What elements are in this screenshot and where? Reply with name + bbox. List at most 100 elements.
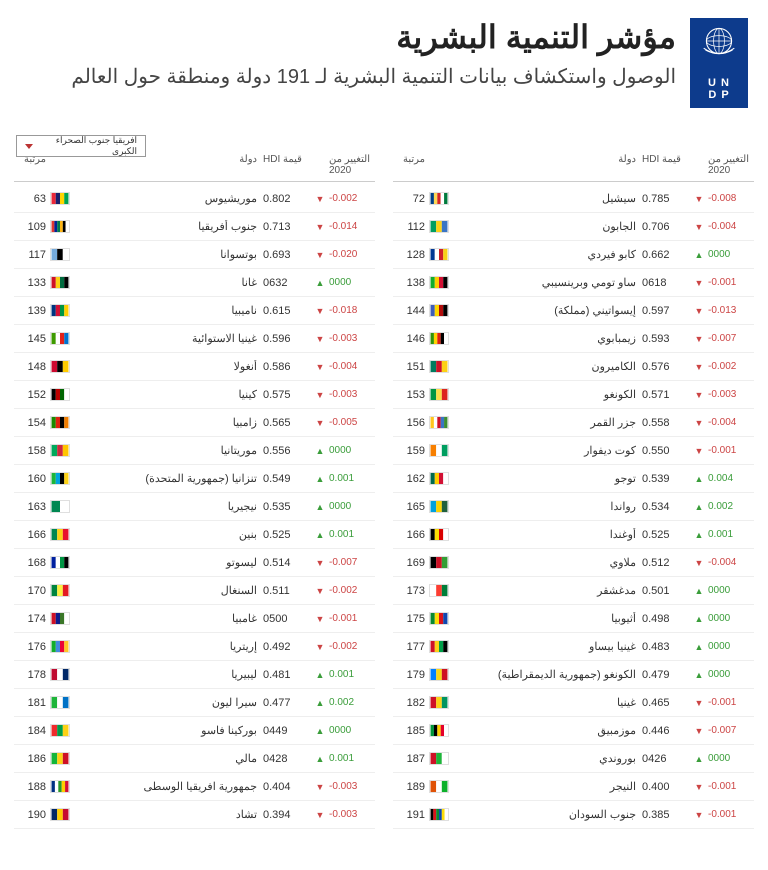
- flag-icon: [46, 192, 74, 205]
- country-name: رواندا: [453, 500, 638, 513]
- table-row[interactable]: 189 النيجر 0.400 ▼ -0.001: [393, 773, 754, 801]
- country-name: غينيا بيساو: [453, 640, 638, 653]
- rank: 177: [393, 641, 425, 653]
- table-row[interactable]: 166 بنين 0.525 ▲ 0.001: [14, 521, 375, 549]
- trend-icon: ▼: [690, 446, 708, 456]
- table-row[interactable]: 181 سيرا ليون 0.477 ▲ 0.002: [14, 689, 375, 717]
- table-row[interactable]: 154 زامبيا 0.565 ▼ -0.005: [14, 409, 375, 437]
- change-value: 0000: [708, 249, 754, 260]
- change-value: -0.001: [708, 277, 754, 288]
- country-name: كابو فيردي: [453, 248, 638, 261]
- table-row[interactable]: 146 زيمبابوي 0.593 ▼ -0.007: [393, 325, 754, 353]
- table-row[interactable]: 159 كوت ديفوار 0.550 ▼ -0.001: [393, 437, 754, 465]
- change-value: 0000: [329, 725, 375, 736]
- country-name: بوركينا فاسو: [74, 724, 259, 737]
- change-value: -0.001: [329, 613, 375, 624]
- table-row[interactable]: 158 موريتانيا 0.556 ▲ 0000: [14, 437, 375, 465]
- table-row[interactable]: 174 غامبيا 0500 ▼ -0.001: [14, 605, 375, 633]
- hdi-value: 0.706: [638, 221, 690, 233]
- flag-icon: [46, 640, 74, 653]
- hdi-value: 0.477: [259, 697, 311, 709]
- undp-logo: U N D P: [690, 18, 748, 108]
- trend-icon: ▼: [690, 362, 708, 372]
- flag-icon: [46, 360, 74, 373]
- region-filter[interactable]: افريقيا جنوب الصحراء الكبرى: [16, 135, 146, 157]
- table-row[interactable]: 190 تشاد 0.394 ▼ -0.003: [14, 801, 375, 829]
- table-row[interactable]: 173 مدغشقر 0.501 ▲ 0000: [393, 577, 754, 605]
- table-row[interactable]: 186 مالي 0428 ▲ 0.001: [14, 745, 375, 773]
- country-name: موزمبيق: [453, 724, 638, 737]
- change-value: -0.001: [708, 781, 754, 792]
- table-row[interactable]: 179 الكونغو (جمهورية الديمقراطية) 0.479 …: [393, 661, 754, 689]
- table-row[interactable]: 188 جمهورية افريقيا الوسطى 0.404 ▼ -0.00…: [14, 773, 375, 801]
- table-row[interactable]: 63 موريشيوس 0.802 ▼ -0.002: [14, 185, 375, 213]
- table-row[interactable]: 187 بوروندي 0426 ▲ 0000: [393, 745, 754, 773]
- table-row[interactable]: 133 غانا 0632 ▲ 0000: [14, 269, 375, 297]
- table-row[interactable]: 182 غينيا 0.465 ▼ -0.001: [393, 689, 754, 717]
- country-name: زيمبابوي: [453, 332, 638, 345]
- table-row[interactable]: 184 بوركينا فاسو 0449 ▲ 0000: [14, 717, 375, 745]
- table-row[interactable]: 191 جنوب السودان 0.385 ▼ -0.001: [393, 801, 754, 829]
- country-name: غينيا: [453, 696, 638, 709]
- table-row[interactable]: 160 تنزانيا (جمهورية المتحدة) 0.549 ▲ 0.…: [14, 465, 375, 493]
- rank: 187: [393, 753, 425, 765]
- hdi-value: 0.512: [638, 557, 690, 569]
- table-row[interactable]: 168 ليسوتو 0.514 ▼ -0.007: [14, 549, 375, 577]
- rank: 179: [393, 669, 425, 681]
- trend-icon: ▲: [311, 726, 329, 736]
- trend-icon: ▼: [311, 362, 329, 372]
- trend-icon: ▲: [690, 502, 708, 512]
- table-row[interactable]: 109 جنوب أفريقيا 0.713 ▼ -0.014: [14, 213, 375, 241]
- change-value: -0.003: [329, 333, 375, 344]
- table-row[interactable]: 153 الكونغو 0.571 ▼ -0.003: [393, 381, 754, 409]
- table-row[interactable]: 177 غينيا بيساو 0.483 ▲ 0000: [393, 633, 754, 661]
- country-name: ملاوي: [453, 556, 638, 569]
- trend-icon: ▼: [690, 334, 708, 344]
- flag-icon: [425, 808, 453, 821]
- table-row[interactable]: 175 أثيوبيا 0.498 ▲ 0000: [393, 605, 754, 633]
- rank: 184: [14, 725, 46, 737]
- table-row[interactable]: 112 الجابون 0.706 ▼ -0.004: [393, 213, 754, 241]
- table-row[interactable]: 148 أنغولا 0.586 ▼ -0.004: [14, 353, 375, 381]
- table-row[interactable]: 165 رواندا 0.534 ▲ 0.002: [393, 493, 754, 521]
- country-name: مالي: [74, 752, 259, 765]
- table-row[interactable]: 169 ملاوي 0.512 ▼ -0.004: [393, 549, 754, 577]
- hdi-value: 0.539: [638, 473, 690, 485]
- table-row[interactable]: 145 غينيا الاستوائية 0.596 ▼ -0.003: [14, 325, 375, 353]
- table-row[interactable]: 151 الكاميرون 0.576 ▼ -0.002: [393, 353, 754, 381]
- country-name: الكونغو: [453, 388, 638, 401]
- flag-icon: [46, 304, 74, 317]
- change-value: -0.020: [329, 249, 375, 260]
- trend-icon: ▼: [311, 222, 329, 232]
- table-row[interactable]: 117 بوتسوانا 0.693 ▼ -0.020: [14, 241, 375, 269]
- table-row[interactable]: 170 السنغال 0.511 ▼ -0.002: [14, 577, 375, 605]
- change-value: 0.002: [329, 697, 375, 708]
- table-row[interactable]: 185 موزمبيق 0.446 ▼ -0.007: [393, 717, 754, 745]
- table-row[interactable]: 139 ناميبيا 0.615 ▼ -0.018: [14, 297, 375, 325]
- table-row[interactable]: 138 ساو تومي وبرينسيبي 0618 ▼ -0.001: [393, 269, 754, 297]
- hdi-value: 0.404: [259, 781, 311, 793]
- country-name: ساو تومي وبرينسيبي: [453, 276, 638, 289]
- table-row[interactable]: 128 كابو فيردي 0.662 ▲ 0000: [393, 241, 754, 269]
- change-value: -0.008: [708, 193, 754, 204]
- change-value: 0.001: [329, 753, 375, 764]
- table-row[interactable]: 162 توجو 0.539 ▲ 0.004: [393, 465, 754, 493]
- table-row[interactable]: 152 كينيا 0.575 ▼ -0.003: [14, 381, 375, 409]
- table-row[interactable]: 166 أوغندا 0.525 ▲ 0.001: [393, 521, 754, 549]
- hdi-value: 0.565: [259, 417, 311, 429]
- rank: 128: [393, 249, 425, 261]
- table-row[interactable]: 163 نيجيريا 0.535 ▲ 0000: [14, 493, 375, 521]
- country-name: تشاد: [74, 808, 259, 821]
- hdi-value: 0.511: [259, 585, 311, 597]
- table-row[interactable]: 72 سيشيل 0.785 ▼ -0.008: [393, 185, 754, 213]
- country-name: بوروندي: [453, 752, 638, 765]
- hdi-value: 0.514: [259, 557, 311, 569]
- country-name: أثيوبيا: [453, 612, 638, 625]
- country-name: موريتانيا: [74, 444, 259, 457]
- table-row[interactable]: 144 إيسواتيني (مملكة) 0.597 ▼ -0.013: [393, 297, 754, 325]
- table-row[interactable]: 176 إريتريا 0.492 ▼ -0.002: [14, 633, 375, 661]
- trend-icon: ▼: [311, 194, 329, 204]
- rank: 158: [14, 445, 46, 457]
- table-row[interactable]: 156 جزر القمر 0.558 ▼ -0.004: [393, 409, 754, 437]
- table-row[interactable]: 178 ليبيريا 0.481 ▲ 0.001: [14, 661, 375, 689]
